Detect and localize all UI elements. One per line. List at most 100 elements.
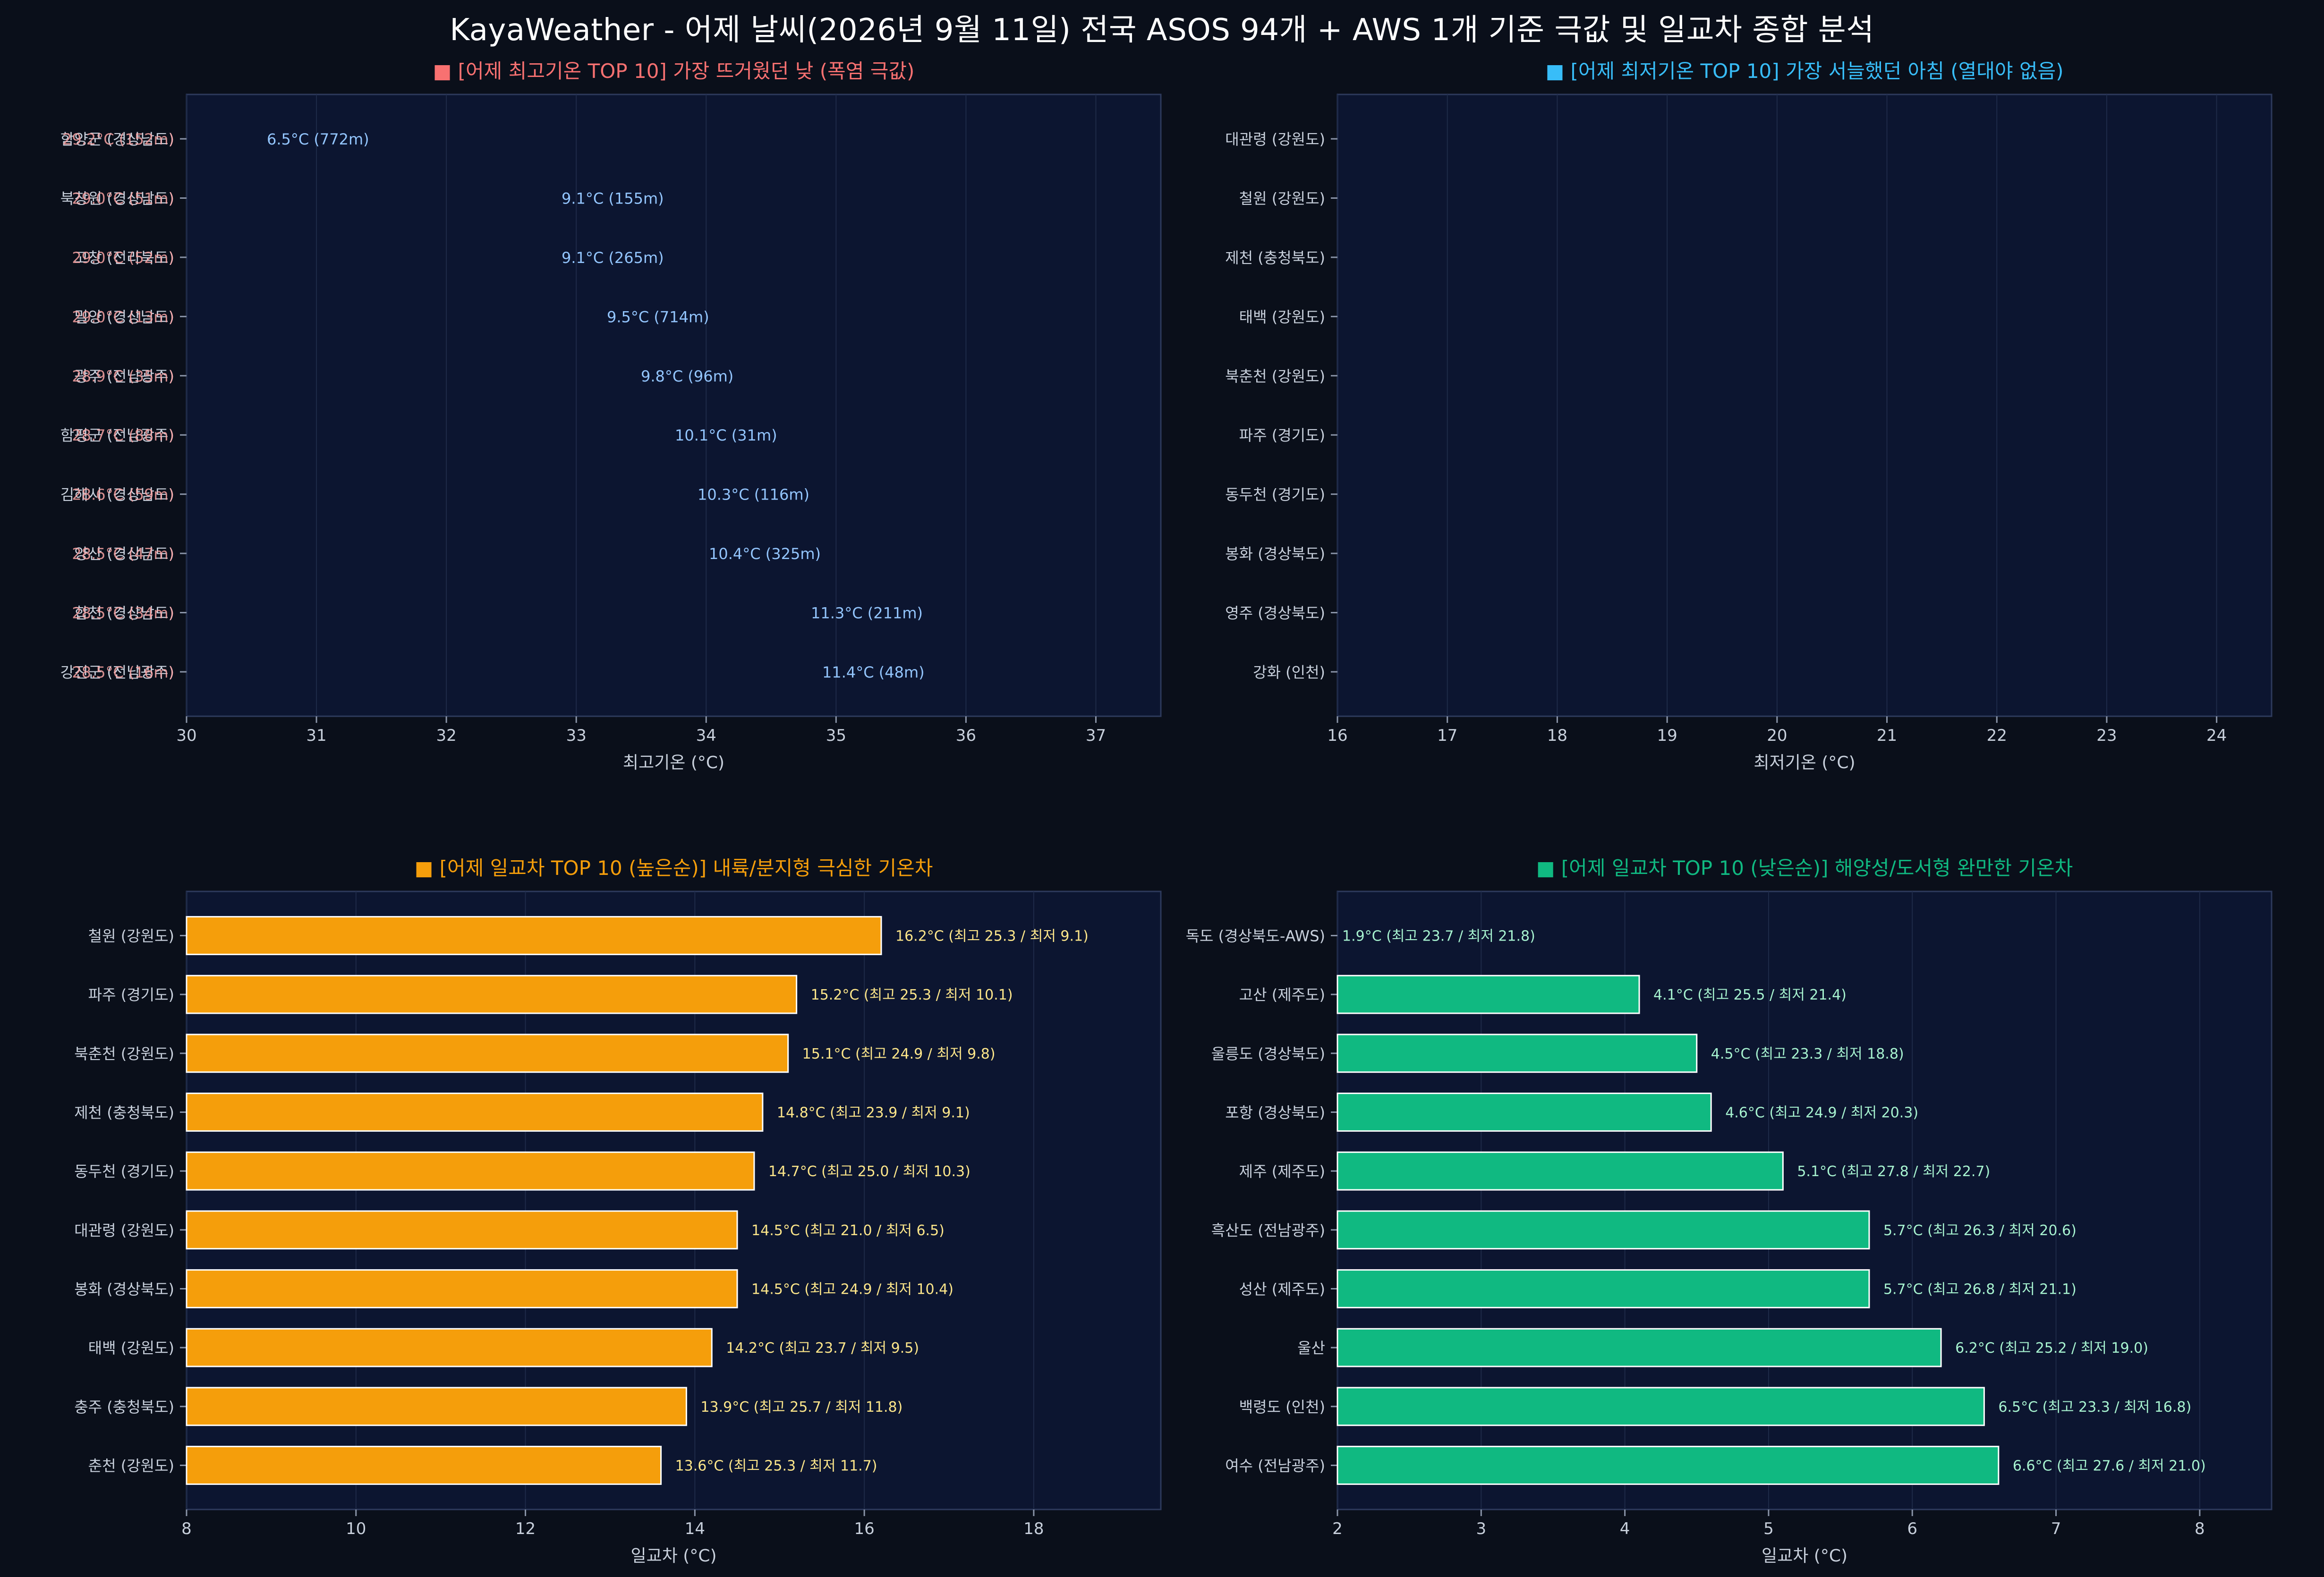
- x-tick-label: 5: [1763, 1519, 1774, 1538]
- y-tick-label: 양산 (경상남도): [74, 545, 174, 563]
- bar: [186, 1387, 687, 1426]
- bar-value-label: 28.5°C (47m): [72, 545, 174, 563]
- bar-value-label: 28.5°C (16m): [72, 663, 174, 681]
- x-tick-label: 3: [1476, 1519, 1486, 1538]
- bar-value-label: 4.5°C (최고 23.3 / 최저 18.8): [1711, 1046, 1904, 1062]
- bar-value-label: 1.9°C (최고 23.7 / 최저 21.8): [1342, 928, 1535, 945]
- x-tick-label: 17: [1437, 726, 1457, 745]
- bar-value-label: 13.9°C (최고 25.7 / 최저 11.8): [700, 1399, 902, 1416]
- bar-value-label: 14.7°C (최고 25.0 / 최저 10.3): [768, 1163, 970, 1180]
- y-tick-label: 북춘천 (강원도): [1225, 367, 1325, 385]
- chart-range-high: 8 10 12 14 16 18 일교차 (°C) ■ [어제 일교차 TOP 10 (높은순…: [74, 856, 1162, 1566]
- x-axis-label: 최고기온 (°C): [623, 753, 724, 772]
- plot-area: [1337, 93, 2273, 717]
- x-tick-label: 12: [515, 1519, 536, 1538]
- bar: [186, 1210, 738, 1250]
- bar-value-label: 28.6°C (59m): [72, 486, 174, 504]
- y-tick-label: 철원 (강원도): [88, 927, 174, 945]
- chart-title: ■ [어제 일교차 TOP 10 (높은순)] 내륙/분지형 극심한 기온차: [415, 856, 933, 880]
- x-tick-label: 4: [1620, 1519, 1630, 1538]
- x-tick-label: 20: [1767, 726, 1787, 745]
- bar: [1337, 1151, 1784, 1191]
- bar-value-label: 4.6°C (최고 24.9 / 최저 20.3): [1725, 1105, 1918, 1121]
- bar: [186, 1269, 738, 1308]
- bar: [1337, 1446, 2000, 1485]
- y-tick-label: 철원 (강원도): [1239, 190, 1325, 208]
- bar: [186, 1328, 713, 1367]
- x-axis-label: 최저기온 (°C): [1754, 753, 1855, 772]
- bar-value-label: 29.2°C (152m): [62, 130, 174, 148]
- y-tick-label: 강화 (인천): [1253, 663, 1325, 681]
- chart-min-temp: 16 17 18 19 20 21 22 23 24 최저기온 (°C) ■ [어제 최저기온 TO…: [1225, 59, 2273, 772]
- bar: [1337, 1387, 1985, 1426]
- x-tick-label: 10: [346, 1519, 366, 1538]
- overlay-value-label: 9.1°C (155m): [562, 190, 664, 208]
- x-tick-label: 33: [566, 726, 587, 745]
- bar-value-label: 4.1°C (최고 25.5 / 최저 21.4): [1653, 987, 1847, 1003]
- x-tick-label: 8: [181, 1519, 192, 1538]
- overlay-value-label: 6.5°C (772m): [267, 130, 369, 148]
- bar-value-label: 29.0°C (52m): [72, 249, 174, 267]
- plot-area: [186, 93, 1162, 717]
- overlay-value-label: 9.1°C (265m): [562, 249, 664, 267]
- page-title: KayaWeather - 어제 날씨(2026년 9월 11일) 전국 ASO…: [450, 13, 1874, 48]
- y-tick-label: 울산: [1297, 1339, 1325, 1357]
- x-tick-label: 23: [2096, 726, 2117, 745]
- bar-value-label: 29.0°C (51m): [72, 190, 174, 208]
- x-tick-label: 8: [2195, 1519, 2205, 1538]
- x-tick-label: 19: [1657, 726, 1677, 745]
- y-tick-label: 제주 (제주도): [1239, 1162, 1325, 1180]
- bar-value-label: 28.9°C (35m): [72, 367, 174, 385]
- chart-max-temp: 30 31 32 33 34 35 36 37 최고기온 (°C) ■ [어제 최고기온 TOP …: [60, 59, 1162, 772]
- bar: [186, 916, 882, 955]
- overlay-value-label: 11.4°C (48m): [822, 663, 925, 681]
- y-tick-label: 동두천 (경기도): [74, 1162, 174, 1180]
- bar: [1337, 1210, 1870, 1250]
- bar-value-label: 14.5°C (최고 21.0 / 최저 6.5): [751, 1222, 945, 1239]
- bar: [1337, 1034, 1698, 1073]
- y-tick-label: 북창원 (경상남도): [60, 190, 174, 208]
- bar-value-label: 14.8°C (최고 23.9 / 최저 9.1): [777, 1105, 970, 1121]
- bar-value-label: 28.7°C (88m): [72, 426, 174, 444]
- y-tick-label: 태백 (강원도): [88, 1339, 174, 1357]
- y-tick-label: 제천 (충청북도): [74, 1104, 174, 1122]
- x-tick-label: 24: [2206, 726, 2227, 745]
- y-tick-label: 영주 (경상북도): [1225, 604, 1325, 622]
- x-tick-label: 16: [1327, 726, 1347, 745]
- bar-value-label: 6.2°C (최고 25.2 / 최저 19.0): [1955, 1340, 2148, 1357]
- bar-value-label: 5.7°C (최고 26.8 / 최저 21.1): [1883, 1281, 2077, 1298]
- chart-title: ■ [어제 최저기온 TOP 10] 가장 서늘했던 아침 (열대야 없음): [1545, 59, 2063, 83]
- x-axis-label: 일교차 (°C): [1762, 1546, 1847, 1566]
- y-tick-label: 대관령 (강원도): [74, 1221, 174, 1239]
- bar-value-label: 29.0°C (13m): [72, 308, 174, 326]
- bar-value-label: 15.2°C (최고 25.3 / 최저 10.1): [811, 987, 1013, 1003]
- overlay-value-label: 9.8°C (96m): [641, 367, 733, 385]
- y-tick-label: 합천 (경상남도): [74, 604, 174, 622]
- bar: [1337, 1093, 1712, 1132]
- bar: [1337, 1328, 1942, 1367]
- x-tick-label: 2: [1332, 1519, 1343, 1538]
- y-tick-label: 춘천 (강원도): [88, 1457, 174, 1475]
- y-tick-label: 함양군 (경상남도): [60, 130, 174, 148]
- x-tick-label: 35: [826, 726, 846, 745]
- x-axis-label: 일교차 (°C): [630, 1546, 716, 1566]
- y-tick-label: 파주 (경기도): [1239, 426, 1325, 444]
- x-tick-label: 7: [2051, 1519, 2061, 1538]
- bar: [186, 1151, 755, 1191]
- bar-value-label: 6.5°C (최고 23.3 / 최저 16.8): [1998, 1399, 2191, 1416]
- bar-value-label: 15.1°C (최고 24.9 / 최저 9.8): [802, 1046, 996, 1062]
- x-tick-label: 18: [1023, 1519, 1044, 1538]
- y-tick-label: 북춘천 (강원도): [74, 1045, 174, 1063]
- y-tick-label: 함평군 (전남광주): [60, 426, 174, 444]
- x-tick-label: 18: [1547, 726, 1567, 745]
- bar: [1337, 975, 1640, 1014]
- bar-value-label: 14.5°C (최고 24.9 / 최저 10.4): [751, 1281, 953, 1298]
- y-tick-label: 백령도 (인천): [1239, 1398, 1325, 1416]
- x-tick-label: 32: [436, 726, 457, 745]
- bar: [186, 975, 798, 1014]
- x-tick-label: 14: [685, 1519, 705, 1538]
- y-tick-label: 독도 (경상북도-AWS): [1186, 927, 1325, 945]
- chart-title: ■ [어제 최고기온 TOP 10] 가장 뜨거웠던 낮 (폭염 극값): [433, 59, 915, 83]
- bar-value-label: 13.6°C (최고 25.3 / 최저 11.7): [675, 1458, 877, 1475]
